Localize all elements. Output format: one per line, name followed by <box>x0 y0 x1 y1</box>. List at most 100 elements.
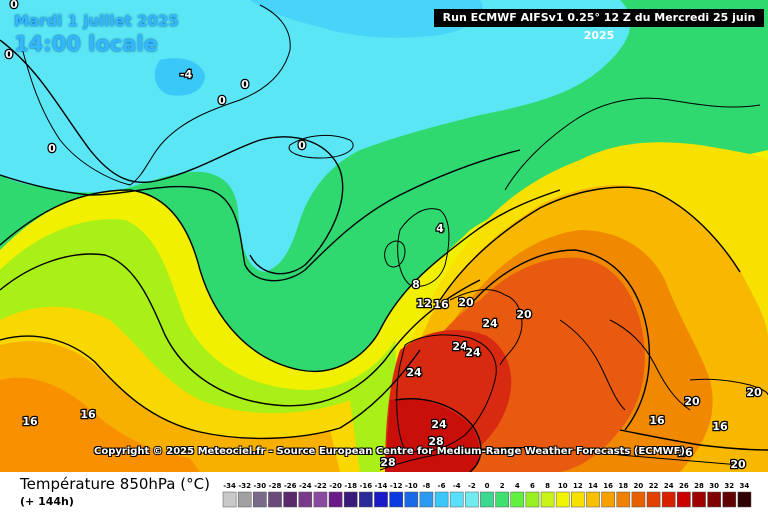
scale-tick-label: -24 <box>299 482 312 490</box>
scale-tick-label: 6 <box>530 482 535 490</box>
copyright-notice: Copyright © 2025 Meteociel.fr - Source E… <box>94 446 685 457</box>
scale-swatch <box>646 491 661 508</box>
scale-swatch <box>389 491 403 508</box>
scale-swatch <box>571 491 585 508</box>
scale-tick-label: 34 <box>740 482 750 490</box>
isotherm-label: 20 <box>730 458 746 471</box>
scale-swatch <box>601 491 615 508</box>
coastline-africa <box>379 446 741 471</box>
scale-swatch <box>631 491 646 508</box>
isotherm-label: 0 <box>218 94 226 107</box>
scale-swatch <box>298 491 313 508</box>
scale-tick-label: 30 <box>709 482 719 490</box>
scale-tick-label: -8 <box>423 482 431 490</box>
isotherm-label: 24 <box>465 346 481 359</box>
isotherm-label: 0 <box>5 48 13 61</box>
scale-swatch <box>404 491 419 508</box>
coastline-iceland <box>288 135 354 159</box>
isotherm-label: 16 <box>677 446 693 459</box>
scale-tick-label: 22 <box>649 482 659 490</box>
forecast-time: 14:00 locale <box>14 32 158 56</box>
scale-tick-label: 20 <box>634 482 644 490</box>
scale-swatch <box>555 491 570 508</box>
scale-tick-label: 32 <box>724 482 734 490</box>
scale-swatch <box>283 491 297 508</box>
legend-subtitle: (+ 144h) <box>20 495 74 508</box>
isotherm-label: 24 <box>406 366 422 379</box>
scale-swatch <box>510 491 525 508</box>
scale-tick-label: 10 <box>558 482 568 490</box>
scale-swatch <box>222 491 237 508</box>
isotherm-16-east <box>619 429 768 451</box>
coastline-italy <box>559 319 626 411</box>
isotherm-label: 16 <box>649 414 665 427</box>
scale-tick-label: -16 <box>360 482 373 490</box>
scale-tick-label: -22 <box>314 482 327 490</box>
scale-tick-label: -18 <box>344 482 357 490</box>
scale-tick-label: -34 <box>223 482 236 490</box>
scale-swatch <box>268 491 282 508</box>
isotherm-12 <box>0 253 481 407</box>
scale-swatch <box>253 491 267 508</box>
scale-tick-label: 4 <box>515 482 520 490</box>
coastline-balkans <box>609 319 691 411</box>
scale-swatch <box>465 491 479 508</box>
isotherm-24-europe <box>469 249 651 431</box>
isotherm-label: 28 <box>428 435 443 448</box>
scale-swatch <box>525 491 540 508</box>
coastline-europe-west <box>449 289 523 366</box>
coastline-ireland <box>384 240 406 268</box>
scale-tick-label: 24 <box>664 482 674 490</box>
isotherm-label: 24 <box>431 418 447 431</box>
scale-swatch <box>434 491 449 508</box>
scale-swatch <box>449 491 464 508</box>
scale-tick-label: 26 <box>679 482 689 490</box>
scale-swatch <box>692 491 706 508</box>
scale-swatch <box>707 491 721 508</box>
isotherm-label: 16 <box>712 420 728 433</box>
field-zone-darkred-south <box>385 398 480 472</box>
scale-tick-label: -2 <box>468 482 476 490</box>
isotherm-label: 24 <box>482 317 498 330</box>
isotherm-28-iberia <box>394 398 482 472</box>
isotherm-label: 24 <box>452 340 468 353</box>
isotherm-label: 20 <box>746 386 762 399</box>
field-zone-cold-blue <box>154 58 205 96</box>
isotherm-label: 12 <box>416 297 431 310</box>
scale-swatch <box>540 491 555 508</box>
isotherm-8 <box>0 189 561 373</box>
scale-tick-label: 16 <box>603 482 613 490</box>
isotherm-16 <box>0 335 421 440</box>
scale-tick-label: -30 <box>254 482 267 490</box>
isotherm-label: 0 <box>48 142 56 155</box>
coastline-turkey <box>689 378 768 396</box>
isotherm-label: 20 <box>458 296 474 309</box>
scale-tick-label: 0 <box>485 482 490 490</box>
scale-swatch <box>374 491 388 508</box>
scale-tick-label: -10 <box>405 482 418 490</box>
scale-swatch <box>419 491 434 508</box>
scale-swatch <box>495 491 509 508</box>
isotherm-label: 0 <box>298 139 306 152</box>
scale-tick-label: -12 <box>390 482 403 490</box>
scale-swatch <box>359 491 373 508</box>
field-zone-cold-blue-north <box>250 0 483 38</box>
isotherms <box>0 39 768 472</box>
isotherm-label: 0 <box>10 0 18 11</box>
scale-tick-label: -28 <box>269 482 282 490</box>
scale-swatch <box>616 491 631 508</box>
isotherm-20-europe <box>439 186 741 301</box>
scale-tick-label: 28 <box>694 482 704 490</box>
isotherm-label: 0 <box>241 78 249 91</box>
isotherm-label: 20 <box>684 395 700 408</box>
field-zone-orange-far-sw <box>0 377 200 472</box>
scale-tick-label: 14 <box>588 482 598 490</box>
scale-swatch <box>586 491 600 508</box>
coastline-scandinavia <box>504 97 761 191</box>
legend-footer: Température 850hPa (°C) (+ 144h) -34 -32-… <box>0 472 768 512</box>
legend-title: Température 850hPa (°C) <box>20 475 210 493</box>
scale-swatch <box>343 491 358 508</box>
scale-swatch <box>237 491 252 508</box>
